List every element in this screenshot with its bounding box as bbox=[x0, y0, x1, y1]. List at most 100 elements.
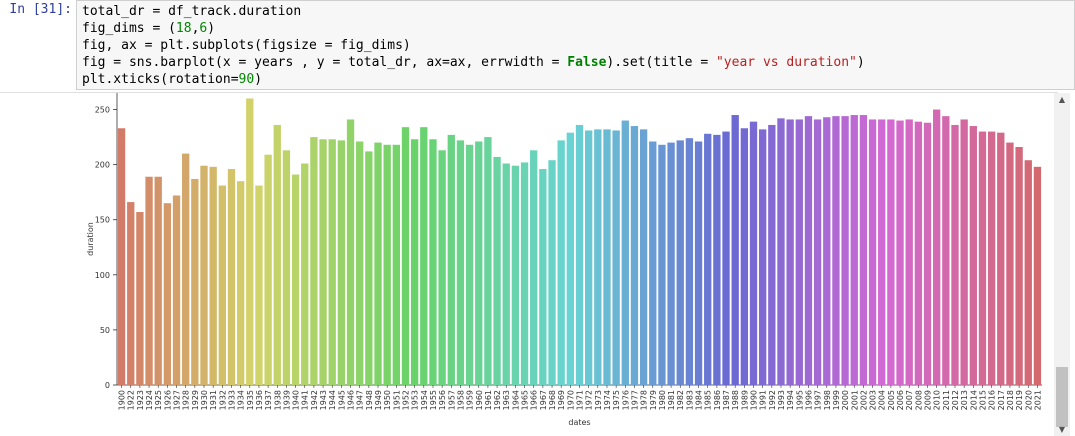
x-tick-label: 1977 bbox=[630, 390, 639, 410]
x-tick-label: 1986 bbox=[713, 390, 722, 410]
bar bbox=[246, 98, 254, 385]
x-tick-label: 1942 bbox=[310, 390, 319, 410]
bar bbox=[575, 124, 584, 386]
bar bbox=[896, 120, 904, 385]
code-cell-editor[interactable]: total_dr = df_track.duration fig_dims = … bbox=[76, 0, 1075, 90]
y-tick-label: 250 bbox=[95, 106, 110, 115]
bar bbox=[969, 126, 977, 385]
x-tick-label: 2001 bbox=[850, 390, 859, 410]
bar bbox=[704, 133, 712, 385]
code-line-4: fig = sns.barplot(x = years , y = total_… bbox=[82, 54, 1074, 71]
bar bbox=[383, 144, 391, 385]
bar bbox=[795, 119, 803, 385]
bar bbox=[951, 124, 959, 386]
bar bbox=[127, 202, 135, 385]
code-text: ) bbox=[856, 55, 865, 70]
x-tick-label: 1940 bbox=[292, 390, 301, 410]
x-tick-label: 1929 bbox=[191, 390, 200, 410]
bar bbox=[392, 144, 400, 385]
x-tick-label: 1941 bbox=[301, 390, 310, 410]
bar bbox=[438, 150, 446, 385]
x-tick-label: 2003 bbox=[869, 390, 878, 410]
bar bbox=[987, 131, 996, 385]
bar bbox=[264, 154, 272, 385]
bar bbox=[520, 162, 529, 385]
x-tick-label: 1973 bbox=[594, 390, 603, 410]
x-tick-label: 1974 bbox=[603, 390, 612, 410]
bar bbox=[823, 117, 831, 385]
bar bbox=[465, 144, 474, 385]
code-text: ) bbox=[207, 21, 216, 36]
code-text: total_dr = df_track.duration bbox=[82, 4, 302, 19]
x-tick-label: 1987 bbox=[722, 390, 731, 410]
bar bbox=[804, 116, 813, 385]
x-tick-label: 1952 bbox=[401, 390, 410, 410]
bar bbox=[630, 126, 639, 385]
x-tick-label: 1938 bbox=[273, 390, 282, 410]
bar bbox=[117, 128, 126, 385]
scroll-down-arrow-icon[interactable]: ▼ bbox=[1058, 425, 1066, 434]
y-tick-label: 150 bbox=[95, 216, 110, 225]
scrollbar-thumb[interactable] bbox=[1056, 367, 1068, 427]
bar bbox=[539, 169, 547, 385]
code-line-2: fig_dims = (18,6) bbox=[82, 20, 1074, 37]
x-tick-label: 1996 bbox=[804, 390, 813, 410]
x-tick-label: 1934 bbox=[237, 390, 246, 410]
output-scrollbar[interactable] bbox=[1054, 93, 1070, 436]
x-tick-label: 1983 bbox=[685, 390, 694, 410]
bar bbox=[914, 121, 923, 386]
x-tick-label: 1960 bbox=[475, 390, 484, 410]
x-tick-label: 1954 bbox=[420, 390, 429, 410]
code-string: "year vs duration" bbox=[715, 55, 857, 70]
bar bbox=[749, 121, 758, 386]
bar bbox=[145, 176, 153, 385]
bar bbox=[859, 115, 868, 386]
x-tick-label: 1988 bbox=[731, 390, 740, 410]
bars-group bbox=[117, 98, 1042, 386]
bar bbox=[356, 141, 364, 385]
x-tick-label: 2008 bbox=[914, 390, 923, 410]
output-separator bbox=[0, 92, 1058, 93]
x-tick-label: 1978 bbox=[640, 390, 649, 410]
bar bbox=[282, 150, 291, 385]
x-axis-label: dates bbox=[568, 418, 590, 427]
x-tick-label: 2014 bbox=[969, 390, 978, 410]
x-tick-label: 1964 bbox=[511, 390, 520, 410]
x-tick-label: 1967 bbox=[539, 390, 548, 410]
x-tick-label: 1992 bbox=[768, 390, 777, 410]
bar bbox=[639, 129, 648, 385]
bar bbox=[447, 134, 455, 385]
x-tick-label: 2015 bbox=[978, 390, 987, 410]
bar bbox=[813, 119, 822, 385]
x-tick-label: 2016 bbox=[988, 390, 997, 410]
bar bbox=[557, 140, 565, 385]
x-tick-label: 2000 bbox=[841, 390, 850, 410]
scroll-up-arrow-icon[interactable]: ▲ bbox=[1058, 95, 1066, 104]
bar bbox=[878, 119, 886, 385]
bar bbox=[923, 122, 932, 385]
bar bbox=[832, 116, 840, 385]
bar bbox=[850, 115, 858, 386]
x-tick-label: 1975 bbox=[612, 390, 621, 410]
x-tick-label: 2004 bbox=[878, 390, 887, 410]
bar bbox=[255, 185, 263, 385]
bar bbox=[236, 181, 245, 385]
x-tick-label: 2013 bbox=[960, 390, 969, 410]
x-tick-label: 2019 bbox=[1015, 390, 1024, 410]
bar bbox=[905, 119, 913, 385]
bar bbox=[1033, 166, 1042, 385]
code-text: fig, ax = plt.subplots(figsize = fig_dim… bbox=[82, 38, 411, 53]
x-tick-label: 2018 bbox=[1006, 390, 1015, 410]
code-text: plt.xticks(rotation= bbox=[82, 72, 239, 87]
x-tick-label: 1955 bbox=[429, 390, 438, 410]
x-tick-label: 1976 bbox=[621, 390, 630, 410]
bar bbox=[319, 139, 327, 385]
bar bbox=[337, 140, 346, 385]
x-tick-label: 1947 bbox=[356, 390, 365, 410]
bar bbox=[456, 140, 465, 385]
code-text: , bbox=[191, 21, 200, 36]
bar bbox=[548, 160, 556, 385]
barplot-chart: 0 50 100 150 200 250 1900 1922 1923 1924 1925 1926… bbox=[86, 93, 1042, 427]
x-tick-label: 1965 bbox=[521, 390, 530, 410]
bar bbox=[301, 163, 309, 385]
